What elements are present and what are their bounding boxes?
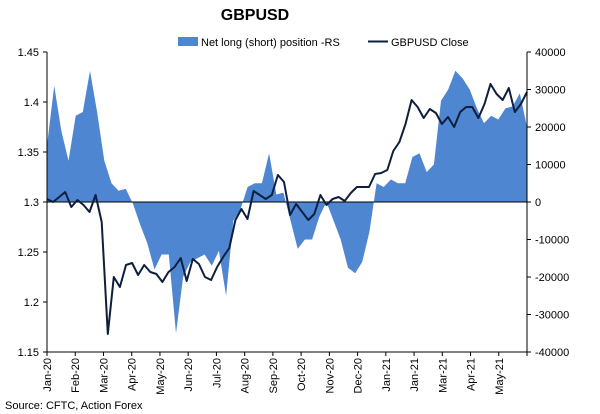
x-tick-label: Aug-20: [240, 358, 252, 393]
legend-area-swatch: [178, 37, 198, 46]
x-tick-label: Jan-21: [409, 358, 421, 392]
x-tick-label: Jan-21: [381, 358, 393, 392]
chart-title: GBPUSD: [221, 7, 289, 24]
x-tick-label: Mar-20: [98, 358, 110, 393]
right-tick-label: 10000: [535, 160, 566, 172]
legend-area-label: Net long (short) position -RS: [201, 37, 340, 49]
left-tick-label: 1.15: [18, 347, 39, 359]
legend: Net long (short) position -RS GBPUSD Clo…: [178, 37, 469, 49]
series-line-gbpusd-close: [46, 83, 528, 335]
left-tick-label: 1.25: [18, 247, 39, 259]
left-tick-label: 1.3: [24, 197, 39, 209]
left-axis: 1.15 1.2 1.25 1.3 1.35 1.4 1.45: [18, 47, 47, 359]
left-tick-label: 1.45: [18, 47, 39, 59]
plot-area: [46, 52, 528, 353]
left-tick-label: 1.2: [24, 297, 39, 309]
x-tick-label: Sep-20: [268, 358, 280, 393]
x-tick-label: Oct-20: [296, 358, 308, 391]
x-axis: Jan-20 Feb-20 Mar-20 Apr-20 May-20 Jun-20 Jul-…: [42, 352, 528, 395]
x-tick-label: Apr-21: [466, 358, 478, 391]
right-tick-label: -30000: [535, 310, 569, 322]
x-tick-label: May-21: [494, 358, 506, 395]
x-tick-label: Dec-20: [353, 358, 365, 393]
x-tick-label: Jul-20: [211, 358, 223, 388]
x-tick-label: May-20: [155, 358, 167, 395]
x-tick-label: Apr-20: [127, 358, 139, 391]
right-tick-label: 0: [535, 197, 541, 209]
right-tick-label: -10000: [535, 235, 569, 247]
right-axis: -40000 -30000 -20000 -10000 0 10000 20000 30000…: [527, 47, 569, 359]
right-tick-label: 40000: [535, 47, 566, 59]
right-tick-label: -40000: [535, 347, 569, 359]
left-tick-label: 1.4: [24, 97, 39, 109]
legend-line-label: GBPUSD Close: [391, 37, 469, 49]
source-note: Source: CFTC, Action Forex: [5, 400, 143, 412]
right-tick-label: 20000: [535, 122, 566, 134]
x-tick-label: Mar-21: [437, 358, 449, 393]
x-tick-label: Nov-20: [324, 358, 336, 393]
right-tick-label: -20000: [535, 272, 569, 284]
x-tick-label: Jun-20: [183, 358, 195, 392]
x-tick-label: Feb-20: [70, 358, 82, 393]
right-tick-label: 30000: [535, 85, 566, 97]
x-tick-label: Jan-20: [42, 358, 54, 392]
left-tick-label: 1.35: [18, 147, 39, 159]
